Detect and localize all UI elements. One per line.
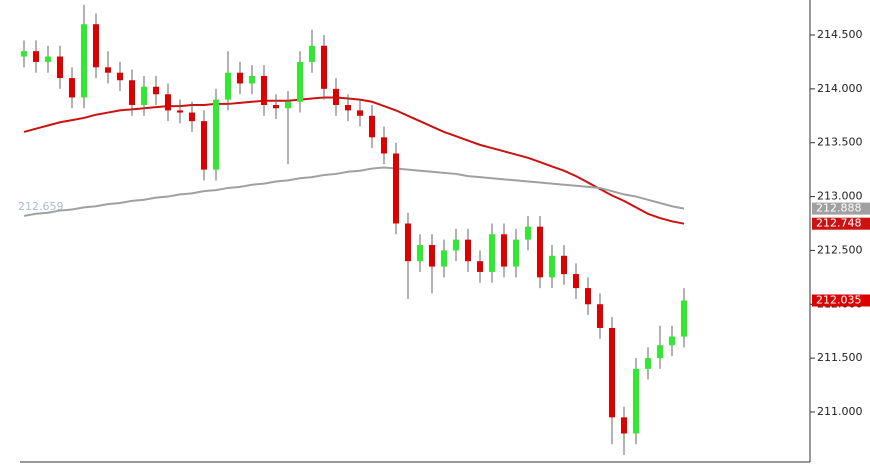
ma-price-tag: 212.748 — [816, 217, 862, 230]
y-tick-label: 212.500 — [817, 243, 863, 256]
candle-body — [69, 78, 75, 98]
candle-body — [357, 110, 363, 116]
candle-body — [501, 234, 507, 267]
candle-body — [21, 51, 27, 57]
candle-body — [441, 250, 447, 267]
candle-body — [513, 239, 519, 267]
candle-body — [129, 80, 135, 106]
candle-body — [225, 72, 231, 100]
candle-body — [177, 110, 183, 113]
ma-price-tag-bg — [812, 217, 870, 230]
y-tick-label: 211.000 — [817, 405, 863, 418]
candle-body — [681, 300, 687, 337]
candle-body — [105, 67, 111, 73]
candle-body — [249, 75, 255, 84]
candle-body — [273, 105, 279, 109]
y-tick-label: 213.000 — [817, 190, 863, 203]
candle-body — [189, 112, 195, 122]
candle-body — [489, 234, 495, 272]
candle-body — [213, 99, 219, 170]
candle-body — [297, 61, 303, 102]
moving-average-line — [23, 166, 685, 217]
candle-body — [657, 345, 663, 359]
candle-body — [141, 86, 147, 106]
candle-body — [597, 304, 603, 328]
candle-body — [405, 223, 411, 262]
candle-body — [549, 255, 555, 278]
candle-body — [669, 336, 675, 346]
candle-body — [237, 72, 243, 84]
candle-body — [633, 368, 639, 434]
candle-body — [369, 115, 375, 138]
candle-body — [117, 72, 123, 81]
candle-body — [465, 239, 471, 262]
candle-body — [345, 105, 351, 111]
ma-price-tag-bg — [812, 202, 870, 215]
y-tick-label: 214.500 — [817, 28, 863, 41]
candle-body — [417, 245, 423, 262]
annotation: 212.659 — [18, 200, 64, 213]
ma-price-tag: 212.888 — [816, 202, 862, 215]
candle-body — [93, 24, 99, 68]
candle-body — [429, 245, 435, 267]
candle-body — [585, 288, 591, 305]
candle-body — [165, 94, 171, 111]
y-tick-label: 214.000 — [817, 82, 863, 95]
candle-body — [81, 24, 87, 98]
candle-body — [57, 56, 63, 79]
candle-body — [321, 45, 327, 89]
candle-body — [537, 226, 543, 278]
candle-body — [561, 255, 567, 275]
candle-body — [261, 75, 267, 106]
candle-body — [573, 274, 579, 289]
candle-body — [453, 239, 459, 251]
candle-body — [525, 226, 531, 240]
candle-body — [477, 261, 483, 272]
candle-body — [201, 121, 207, 170]
candle-body — [309, 45, 315, 62]
last-price-tag-bg — [812, 294, 870, 307]
y-tick-label: 211.500 — [817, 351, 863, 364]
moving-average-line — [23, 96, 685, 225]
candle-body — [333, 88, 339, 106]
y-tick-label: 213.500 — [817, 136, 863, 149]
candle-body — [33, 51, 39, 62]
candle-body — [393, 153, 399, 224]
candle-body — [645, 358, 651, 369]
last-price-tag: 212.035 — [816, 293, 862, 306]
candle-body — [621, 417, 627, 434]
candle-body — [285, 101, 291, 109]
candle-body — [153, 86, 159, 95]
candle-body — [45, 56, 51, 62]
candle-body — [381, 137, 387, 154]
candle-body — [609, 327, 615, 418]
